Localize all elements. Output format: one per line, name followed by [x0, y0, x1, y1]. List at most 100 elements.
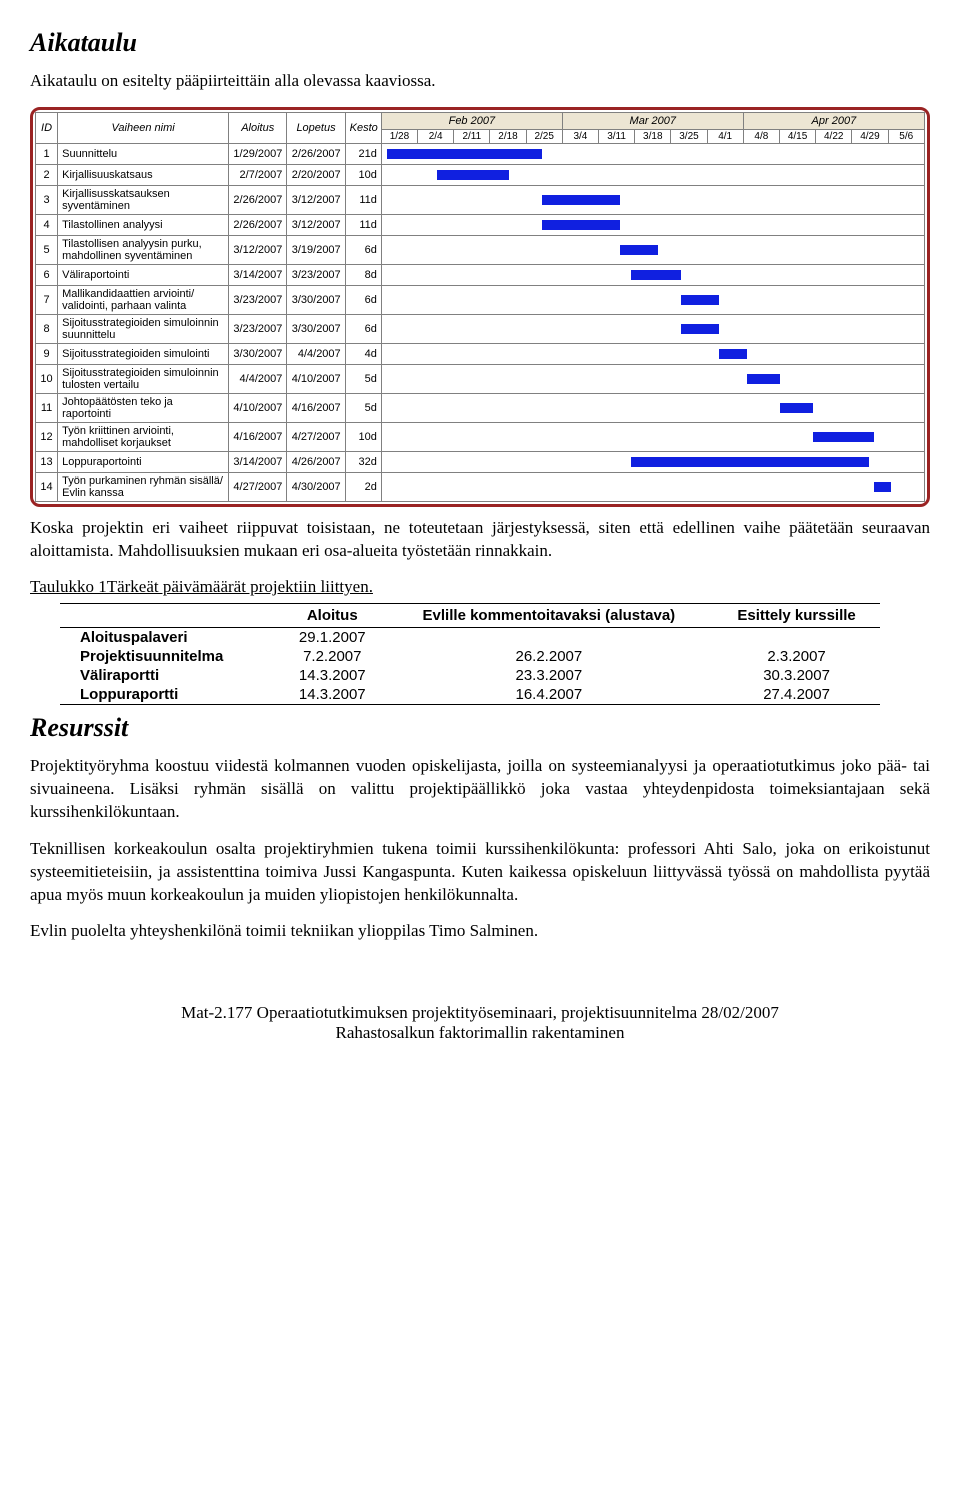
- gantt-id: 13: [36, 451, 58, 472]
- gantt-start: 4/16/2007: [229, 422, 287, 451]
- summary-start: 14.3.2007: [280, 685, 385, 705]
- gantt-bar-cell: [381, 451, 924, 472]
- gantt-start: 4/27/2007: [229, 472, 287, 501]
- gantt-task-name: Tilastollisen analyysin purku, mahdollin…: [58, 235, 229, 264]
- gantt-bar-cell: [381, 185, 924, 214]
- gantt-chart: IDVaiheen nimiAloitusLopetusKestoFeb 200…: [30, 107, 930, 507]
- schedule-intro: Aikataulu on esitelty pääpiirteittäin al…: [30, 70, 930, 93]
- gantt-bar: [874, 482, 891, 492]
- gantt-end: 3/19/2007: [287, 235, 345, 264]
- gantt-id: 3: [36, 185, 58, 214]
- gantt-end: 4/30/2007: [287, 472, 345, 501]
- summary-review: 26.2.2007: [385, 647, 714, 666]
- gantt-end: 3/23/2007: [287, 264, 345, 285]
- summary-row: Loppuraportti14.3.200716.4.200727.4.2007: [60, 685, 880, 705]
- gantt-tick-header: 3/11: [599, 129, 635, 143]
- gantt-task-name: Suunnittelu: [58, 143, 229, 164]
- summary-row-label: Projektisuunnitelma: [60, 647, 280, 666]
- gantt-header-end: Lopetus: [287, 112, 345, 143]
- gantt-tick-header: 4/22: [816, 129, 852, 143]
- gantt-tick-header: 3/4: [562, 129, 598, 143]
- gantt-bar: [437, 170, 509, 180]
- gantt-bar: [719, 349, 747, 359]
- gantt-task-name: Väliraportointi: [58, 264, 229, 285]
- gantt-id: 9: [36, 343, 58, 364]
- summary-row: Aloituspalaveri29.1.2007: [60, 627, 880, 647]
- summary-row-label: Väliraportti: [60, 666, 280, 685]
- gantt-duration: 5d: [345, 393, 381, 422]
- gantt-row: 2Kirjallisuuskatsaus2/7/20072/20/200710d: [36, 164, 925, 185]
- gantt-bar-cell: [381, 422, 924, 451]
- gantt-id: 12: [36, 422, 58, 451]
- gantt-duration: 11d: [345, 185, 381, 214]
- gantt-end: 2/26/2007: [287, 143, 345, 164]
- gantt-bar: [681, 295, 720, 305]
- gantt-duration: 10d: [345, 164, 381, 185]
- gantt-tick-header: 2/11: [454, 129, 490, 143]
- gantt-task-name: Tilastollinen analyysi: [58, 214, 229, 235]
- summary-header-blank: [60, 603, 280, 627]
- gantt-bar-cell: [381, 235, 924, 264]
- gantt-bar: [681, 324, 720, 334]
- gantt-end: 3/12/2007: [287, 214, 345, 235]
- gantt-end: 4/27/2007: [287, 422, 345, 451]
- gantt-bar-cell: [381, 143, 924, 164]
- summary-row: Väliraportti14.3.200723.3.200730.3.2007: [60, 666, 880, 685]
- gantt-row: 10Sijoitusstrategioiden simuloinnin tulo…: [36, 364, 925, 393]
- gantt-end: 3/12/2007: [287, 185, 345, 214]
- summary-table-caption: Taulukko 1Tärkeät päivämäärät projektiin…: [30, 577, 930, 597]
- gantt-bar-cell: [381, 285, 924, 314]
- gantt-row: 4Tilastollinen analyysi2/26/20073/12/200…: [36, 214, 925, 235]
- summary-start: 29.1.2007: [280, 627, 385, 647]
- gantt-row: 6Väliraportointi3/14/20073/23/20078d: [36, 264, 925, 285]
- gantt-task-name: Kirjallisuuskatsaus: [58, 164, 229, 185]
- gantt-bar: [542, 220, 619, 230]
- summary-present: 2.3.2007: [713, 647, 880, 666]
- gantt-duration: 8d: [345, 264, 381, 285]
- gantt-id: 1: [36, 143, 58, 164]
- gantt-duration: 21d: [345, 143, 381, 164]
- resources-p2: Teknillisen korkeakoulun osalta projekti…: [30, 838, 930, 907]
- gantt-end: 3/30/2007: [287, 285, 345, 314]
- gantt-end: 4/16/2007: [287, 393, 345, 422]
- summary-present: 27.4.2007: [713, 685, 880, 705]
- gantt-bar: [747, 374, 780, 384]
- gantt-bar-cell: [381, 314, 924, 343]
- gantt-row: 5Tilastollisen analyysin purku, mahdolli…: [36, 235, 925, 264]
- gantt-start: 3/23/2007: [229, 314, 287, 343]
- gantt-start: 2/26/2007: [229, 185, 287, 214]
- gantt-bar-cell: [381, 472, 924, 501]
- gantt-duration: 5d: [345, 364, 381, 393]
- gantt-start: 4/10/2007: [229, 393, 287, 422]
- gantt-task-name: Sijoitusstrategioiden simuloinnin suunni…: [58, 314, 229, 343]
- gantt-end: 4/10/2007: [287, 364, 345, 393]
- gantt-duration: 6d: [345, 314, 381, 343]
- summary-header-start: Aloitus: [280, 603, 385, 627]
- summary-header-review: Evlille kommentoitavaksi (alustava): [385, 603, 714, 627]
- gantt-id: 10: [36, 364, 58, 393]
- gantt-bar: [631, 270, 681, 280]
- gantt-end: 4/4/2007: [287, 343, 345, 364]
- gantt-start: 2/26/2007: [229, 214, 287, 235]
- gantt-start: 3/30/2007: [229, 343, 287, 364]
- summary-row-label: Loppuraportti: [60, 685, 280, 705]
- gantt-header-name: Vaiheen nimi: [58, 112, 229, 143]
- gantt-row: 13Loppuraportointi3/14/20074/26/200732d: [36, 451, 925, 472]
- gantt-bar-cell: [381, 164, 924, 185]
- gantt-start: 3/12/2007: [229, 235, 287, 264]
- gantt-duration: 32d: [345, 451, 381, 472]
- gantt-tick-header: 4/1: [707, 129, 743, 143]
- gantt-bar-cell: [381, 393, 924, 422]
- gantt-task-name: Työn kriittinen arviointi, mahdolliset k…: [58, 422, 229, 451]
- resources-p3: Evlin puolelta yhteyshenkilönä toimii te…: [30, 920, 930, 943]
- footer-line-1: Mat-2.177 Operaatiotutkimuksen projektit…: [181, 1003, 779, 1022]
- gantt-header-id: ID: [36, 112, 58, 143]
- gantt-start: 3/14/2007: [229, 451, 287, 472]
- gantt-duration: 6d: [345, 285, 381, 314]
- gantt-task-name: Kirjallisusskatsauksen syventäminen: [58, 185, 229, 214]
- gantt-tick-header: 4/15: [779, 129, 815, 143]
- resources-p1: Projektityöryhma koostuu viidestä kolman…: [30, 755, 930, 824]
- gantt-id: 2: [36, 164, 58, 185]
- gantt-tick-header: 2/18: [490, 129, 526, 143]
- gantt-row: 12Työn kriittinen arviointi, mahdolliset…: [36, 422, 925, 451]
